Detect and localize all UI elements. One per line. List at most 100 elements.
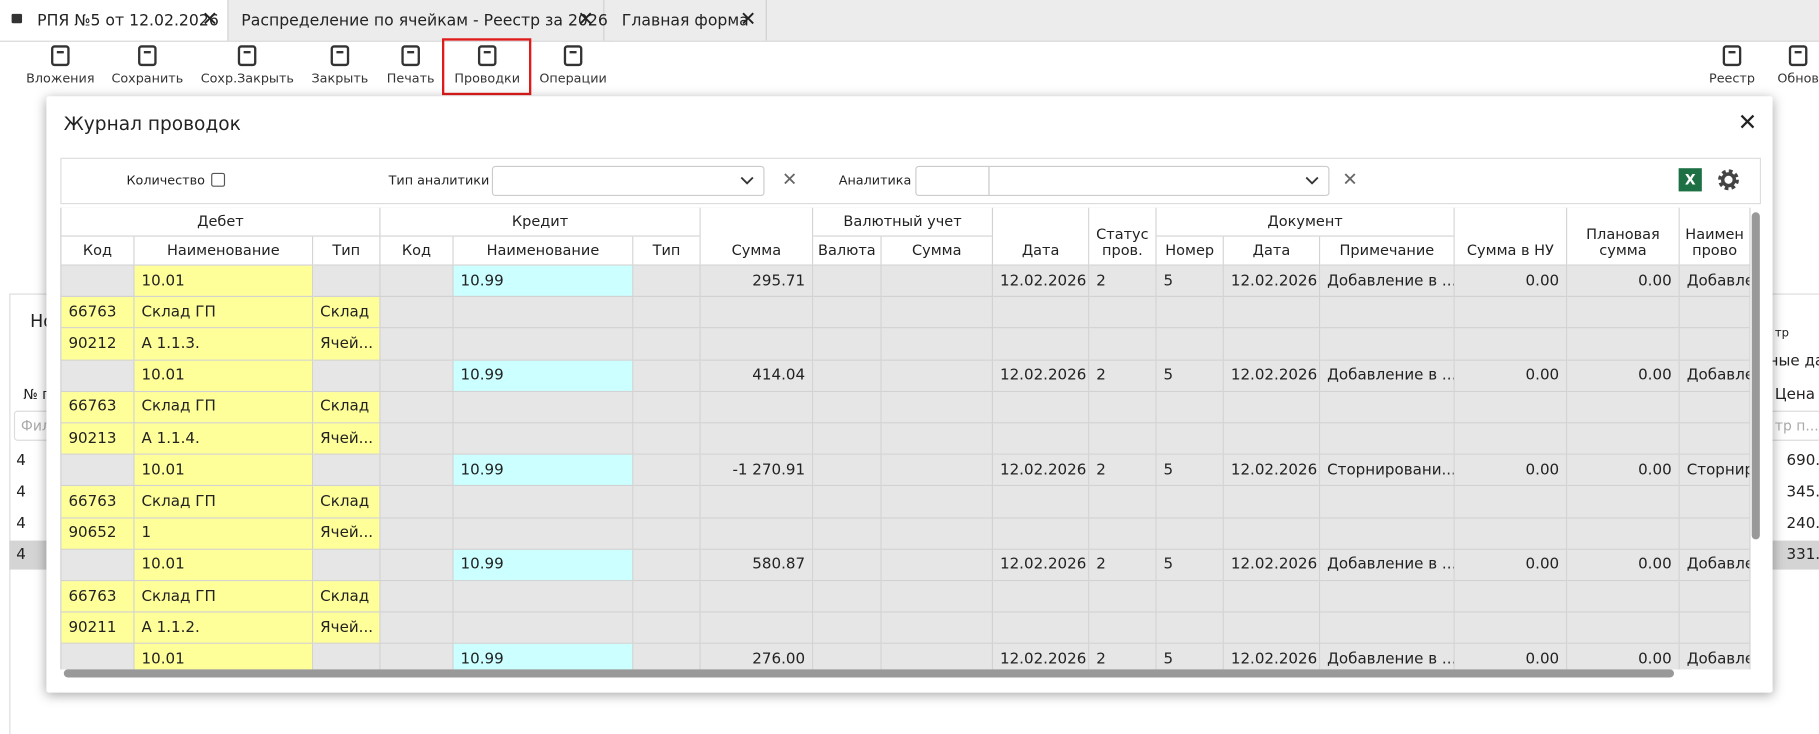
table-cell[interactable] (1089, 518, 1157, 550)
toolbar-button[interactable]: Печать (364, 44, 457, 86)
table-cell[interactable] (1223, 612, 1321, 645)
table-cell[interactable] (813, 297, 882, 329)
table-cell[interactable]: Ячей... (313, 518, 381, 550)
table-cell[interactable] (700, 486, 814, 519)
table-cell[interactable]: Склад ГП (134, 581, 314, 613)
toolbar-button[interactable]: Операции (527, 44, 620, 86)
table-cell[interactable] (380, 391, 454, 424)
table-cell[interactable] (1089, 297, 1157, 329)
table-cell[interactable]: Добавление в ... (1320, 360, 1455, 392)
table-cell[interactable]: 0.00 (1567, 265, 1680, 298)
table-cell[interactable] (1223, 391, 1321, 424)
table-cell[interactable]: 12.02.2026 (1223, 454, 1321, 487)
table-cell[interactable] (380, 518, 454, 550)
table-cell[interactable] (380, 581, 454, 613)
table-cell[interactable]: Ячей... (313, 612, 381, 645)
toolbar-button[interactable]: Сохр.Закрыть (201, 44, 294, 86)
table-cell[interactable] (380, 265, 454, 298)
table-cell[interactable]: 10.99 (453, 360, 634, 392)
table-cell[interactable] (993, 486, 1090, 519)
table-cell[interactable] (1156, 486, 1224, 519)
table-cell[interactable]: 66763 (61, 391, 135, 424)
table-cell[interactable] (1156, 297, 1224, 329)
table-cell[interactable] (1223, 423, 1321, 455)
table-cell[interactable] (1320, 486, 1455, 519)
table-cell[interactable]: Сторнир (1679, 454, 1751, 487)
table-cell[interactable] (1679, 328, 1751, 361)
table-cell[interactable] (380, 486, 454, 519)
table-cell[interactable]: 2 (1089, 549, 1157, 582)
table-cell[interactable] (993, 423, 1090, 455)
table-cell[interactable]: Ячей... (313, 328, 381, 361)
table-cell[interactable] (1679, 612, 1751, 645)
table-cell[interactable] (453, 486, 634, 519)
table-cell[interactable] (993, 391, 1090, 424)
table-cell[interactable]: 66763 (61, 486, 135, 519)
table-cell[interactable] (881, 612, 994, 645)
table-cell[interactable] (813, 328, 882, 361)
table-cell[interactable] (453, 297, 634, 329)
table-cell[interactable] (633, 328, 701, 361)
table-cell[interactable] (813, 454, 882, 487)
table-cell[interactable] (813, 549, 882, 582)
table-cell[interactable]: 90211 (61, 612, 135, 645)
table-cell[interactable]: 10.01 (134, 454, 314, 487)
table-cell[interactable]: 2 (1089, 265, 1157, 298)
table-cell[interactable] (813, 581, 882, 613)
table-cell[interactable] (313, 360, 381, 392)
table-cell[interactable] (1156, 581, 1224, 613)
table-cell[interactable] (1156, 391, 1224, 424)
table-cell[interactable] (313, 265, 381, 298)
toolbar-button[interactable]: Закрыть (294, 44, 387, 86)
table-cell[interactable]: Склад (313, 486, 381, 519)
table-cell[interactable]: Сторнировани... (1320, 454, 1455, 487)
table-cell[interactable] (61, 454, 135, 487)
table-cell[interactable]: 12.02.2026 (1223, 549, 1321, 582)
table-cell[interactable]: 10.01 (134, 549, 314, 582)
table-cell[interactable] (633, 581, 701, 613)
table-cell[interactable]: 12.02.2026 (1223, 644, 1321, 670)
table-cell[interactable]: 276.00 (700, 644, 814, 670)
table-cell[interactable] (633, 391, 701, 424)
table-cell[interactable] (633, 265, 701, 298)
table-cell[interactable]: А 1.1.2. (134, 612, 314, 645)
table-cell[interactable] (1156, 328, 1224, 361)
table-cell[interactable] (881, 454, 994, 487)
settings-button[interactable] (1716, 167, 1742, 193)
table-cell[interactable] (1089, 612, 1157, 645)
table-cell[interactable] (61, 549, 135, 582)
table-cell[interactable] (380, 360, 454, 392)
toolbar-button[interactable]: Обнов (1763, 44, 1819, 86)
select[interactable] (988, 165, 1330, 197)
table-cell[interactable] (1454, 328, 1568, 361)
table-cell[interactable] (700, 391, 814, 424)
table-cell[interactable]: Склад ГП (134, 486, 314, 519)
table-cell[interactable]: 12.02.2026 (993, 360, 1090, 392)
table-cell[interactable] (881, 581, 994, 613)
tab[interactable]: Главная форма ✕ (610, 0, 767, 41)
table-cell[interactable] (1567, 518, 1680, 550)
table-cell[interactable] (1567, 581, 1680, 613)
table-cell[interactable]: А 1.1.3. (134, 328, 314, 361)
table-cell[interactable]: Добавле (1679, 360, 1751, 392)
table-cell[interactable] (1320, 391, 1455, 424)
table-cell[interactable]: 10.01 (134, 265, 314, 298)
table-cell[interactable] (1089, 581, 1157, 613)
table-cell[interactable]: 0.00 (1454, 265, 1568, 298)
table-cell[interactable] (1223, 486, 1321, 519)
table-cell[interactable]: 66763 (61, 581, 135, 613)
table-cell[interactable] (633, 486, 701, 519)
table-cell[interactable]: Добавление в ... (1320, 265, 1455, 298)
table-cell[interactable] (453, 612, 634, 645)
table-cell[interactable] (1320, 423, 1455, 455)
table-cell[interactable] (700, 423, 814, 455)
table-cell[interactable] (1156, 518, 1224, 550)
table-cell[interactable] (813, 486, 882, 519)
table-cell[interactable] (993, 581, 1090, 613)
table-cell[interactable] (1454, 612, 1568, 645)
table-cell[interactable] (993, 297, 1090, 329)
table-cell[interactable] (1089, 391, 1157, 424)
table-cell[interactable]: 12.02.2026 (993, 265, 1090, 298)
table-cell[interactable]: Добавле (1679, 265, 1751, 298)
table-cell[interactable]: 0.00 (1454, 360, 1568, 392)
